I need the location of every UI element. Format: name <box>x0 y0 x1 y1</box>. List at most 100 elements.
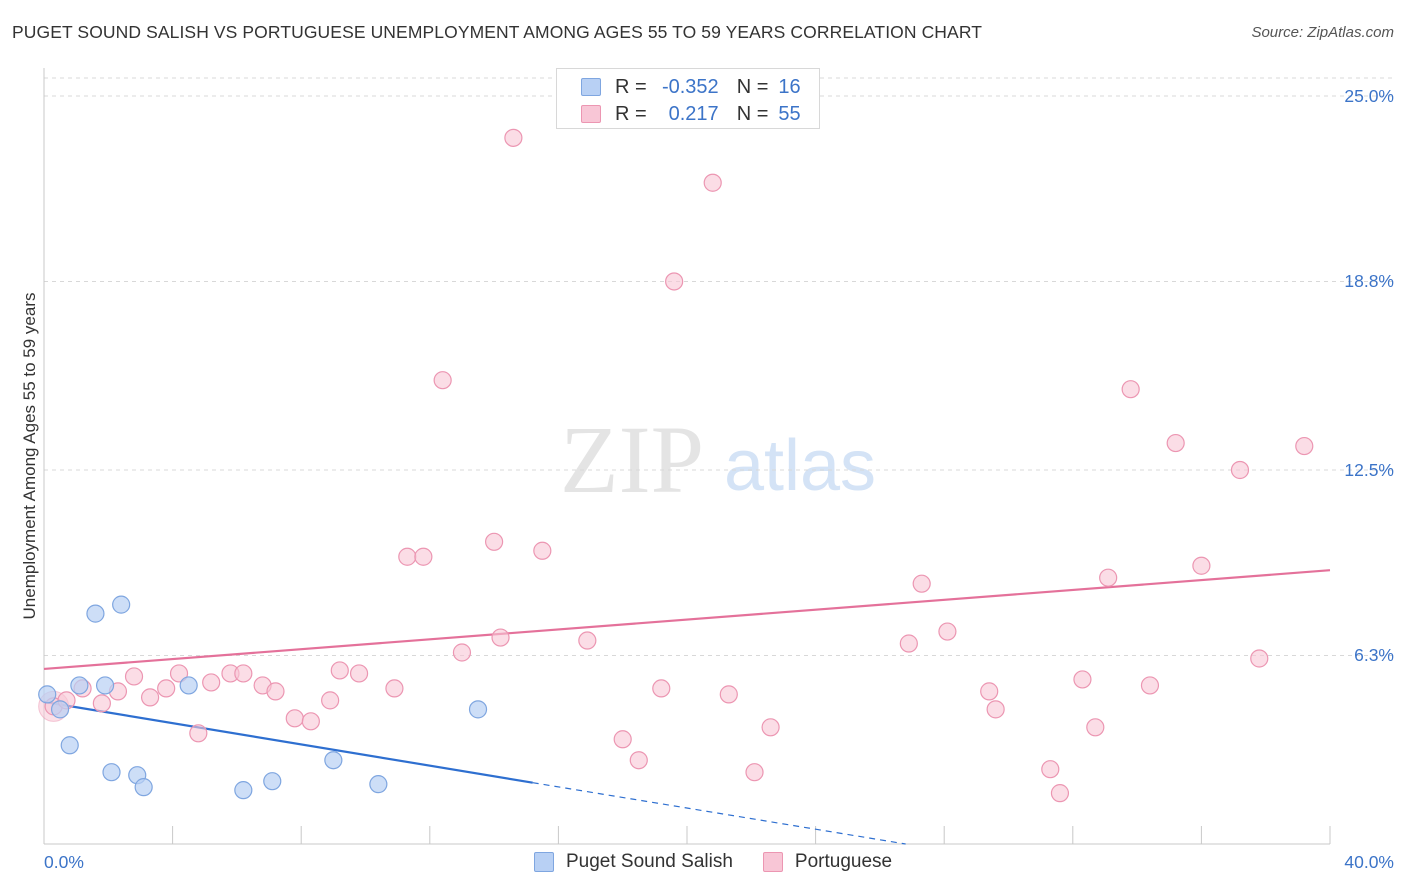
trend-line-puget-sound-salish <box>43 700 533 784</box>
data-point-puget-sound-salish <box>50 700 70 719</box>
data-point-puget-sound-salish <box>38 685 57 704</box>
data-point-portuguese <box>349 664 369 683</box>
legend-label: Portuguese <box>794 851 893 872</box>
data-point-puget-sound-salish <box>112 595 131 614</box>
legend-r-label: R = <box>615 102 647 125</box>
data-point-portuguese <box>414 547 433 566</box>
data-point-portuguese <box>321 691 340 710</box>
data-point-portuguese <box>92 694 111 713</box>
data-point-portuguese <box>1073 670 1092 689</box>
data-point-puget-sound-salish <box>234 781 253 800</box>
data-point-puget-sound-salish <box>60 736 79 755</box>
legend-item-puget-sound-salish[interactable]: Puget Sound Salish <box>534 851 733 873</box>
data-point-portuguese <box>234 664 253 683</box>
data-point-portuguese <box>140 688 160 707</box>
legend-row-puget-sound-salish: R = -0.352 N = 16 <box>581 75 801 99</box>
y-tick-label: 18.8% <box>1344 271 1394 292</box>
data-point-portuguese <box>912 574 931 593</box>
data-point-portuguese <box>665 272 684 291</box>
trend-line-extension <box>532 782 906 845</box>
data-point-portuguese <box>189 724 208 743</box>
data-point-portuguese <box>491 628 510 647</box>
y-tick-label: 25.0% <box>1344 85 1394 106</box>
data-point-portuguese <box>398 547 417 566</box>
data-point-portuguese <box>578 631 597 650</box>
data-point-portuguese <box>652 679 671 698</box>
data-point-portuguese <box>485 532 504 551</box>
data-point-puget-sound-salish <box>324 751 343 770</box>
data-point-portuguese <box>1099 568 1118 587</box>
y-axis-label: Unemployment Among Ages 55 to 59 years <box>20 292 39 620</box>
data-point-portuguese <box>938 622 957 641</box>
data-point-portuguese <box>433 371 452 390</box>
data-point-portuguese <box>504 128 523 147</box>
trend-line-portuguese <box>43 569 1331 671</box>
trend-lines <box>43 569 1331 845</box>
data-point-portuguese <box>980 682 999 701</box>
data-point-portuguese <box>266 682 285 701</box>
data-point-portuguese <box>613 730 632 749</box>
data-point-portuguese <box>1041 760 1060 779</box>
data-point-portuguese <box>1121 380 1140 399</box>
legend-swatch-pink <box>762 852 783 872</box>
data-point-portuguese <box>745 763 764 782</box>
legend-row-portuguese: R = 0.217 N = 55 <box>581 102 801 126</box>
correlation-legend: R = -0.352 N = 16 R = 0.217 N = 55 <box>556 68 820 129</box>
data-point-portuguese <box>330 661 349 680</box>
legend-r-value: -0.352 <box>661 75 719 98</box>
data-point-puget-sound-salish <box>102 763 121 782</box>
x-tick-label-max: 40.0% <box>1344 852 1394 872</box>
grid-lines <box>44 77 1392 656</box>
data-point-portuguese <box>986 700 1005 719</box>
legend-n-label: N = <box>736 75 769 98</box>
data-point-puget-sound-salish <box>134 778 153 797</box>
data-point-puget-sound-salish <box>369 775 388 794</box>
data-point-portuguese <box>703 173 722 192</box>
data-point-portuguese <box>452 643 472 662</box>
data-point-puget-sound-salish <box>70 676 89 695</box>
data-points <box>38 128 1314 803</box>
data-point-portuguese <box>1166 433 1185 453</box>
legend-n-value: 16 <box>778 75 801 98</box>
data-point-portuguese <box>202 673 221 692</box>
data-point-portuguese <box>1295 436 1314 456</box>
legend-swatch-pink <box>581 105 601 123</box>
data-point-portuguese <box>1086 718 1105 737</box>
data-point-puget-sound-salish <box>86 604 105 623</box>
data-point-portuguese <box>761 718 780 737</box>
y-tick-label: 6.3% <box>1354 645 1394 666</box>
legend-swatch-blue <box>581 78 601 96</box>
data-point-portuguese <box>1250 649 1269 668</box>
data-point-portuguese <box>629 751 648 770</box>
data-point-puget-sound-salish <box>263 772 282 791</box>
data-point-portuguese <box>1050 784 1070 803</box>
legend-label: Puget Sound Salish <box>566 851 733 872</box>
watermark-atlas: atlas <box>724 426 876 506</box>
data-point-portuguese <box>1192 556 1211 575</box>
legend-r-value: 0.217 <box>668 102 719 125</box>
y-tick-label: 12.5% <box>1344 459 1394 480</box>
data-point-portuguese <box>301 712 320 731</box>
data-point-puget-sound-salish <box>179 676 198 695</box>
data-point-portuguese <box>157 679 176 698</box>
series-legend: Puget Sound Salish Portuguese <box>534 851 922 873</box>
chart-source: Source: ZipAtlas.com <box>1251 24 1394 41</box>
data-point-portuguese <box>285 709 304 728</box>
chart-title: PUGET SOUND SALISH VS PORTUGUESE UNEMPLO… <box>12 22 983 42</box>
data-point-puget-sound-salish <box>95 676 115 695</box>
legend-n-label: N = <box>736 102 769 125</box>
data-point-portuguese <box>124 667 144 686</box>
legend-swatch-blue <box>534 852 554 872</box>
legend-item-portuguese[interactable]: Portuguese <box>762 851 893 873</box>
data-point-portuguese <box>1230 460 1250 480</box>
data-point-portuguese <box>1140 676 1160 695</box>
watermark-zip: ZIP <box>560 406 704 513</box>
x-tick-label-min: 0.0% <box>44 852 84 872</box>
data-point-portuguese <box>719 685 738 704</box>
data-point-portuguese <box>385 679 404 698</box>
data-point-portuguese <box>533 541 552 560</box>
data-point-portuguese <box>169 664 189 683</box>
legend-r-label: R = <box>615 75 647 98</box>
data-point-portuguese <box>899 634 918 653</box>
